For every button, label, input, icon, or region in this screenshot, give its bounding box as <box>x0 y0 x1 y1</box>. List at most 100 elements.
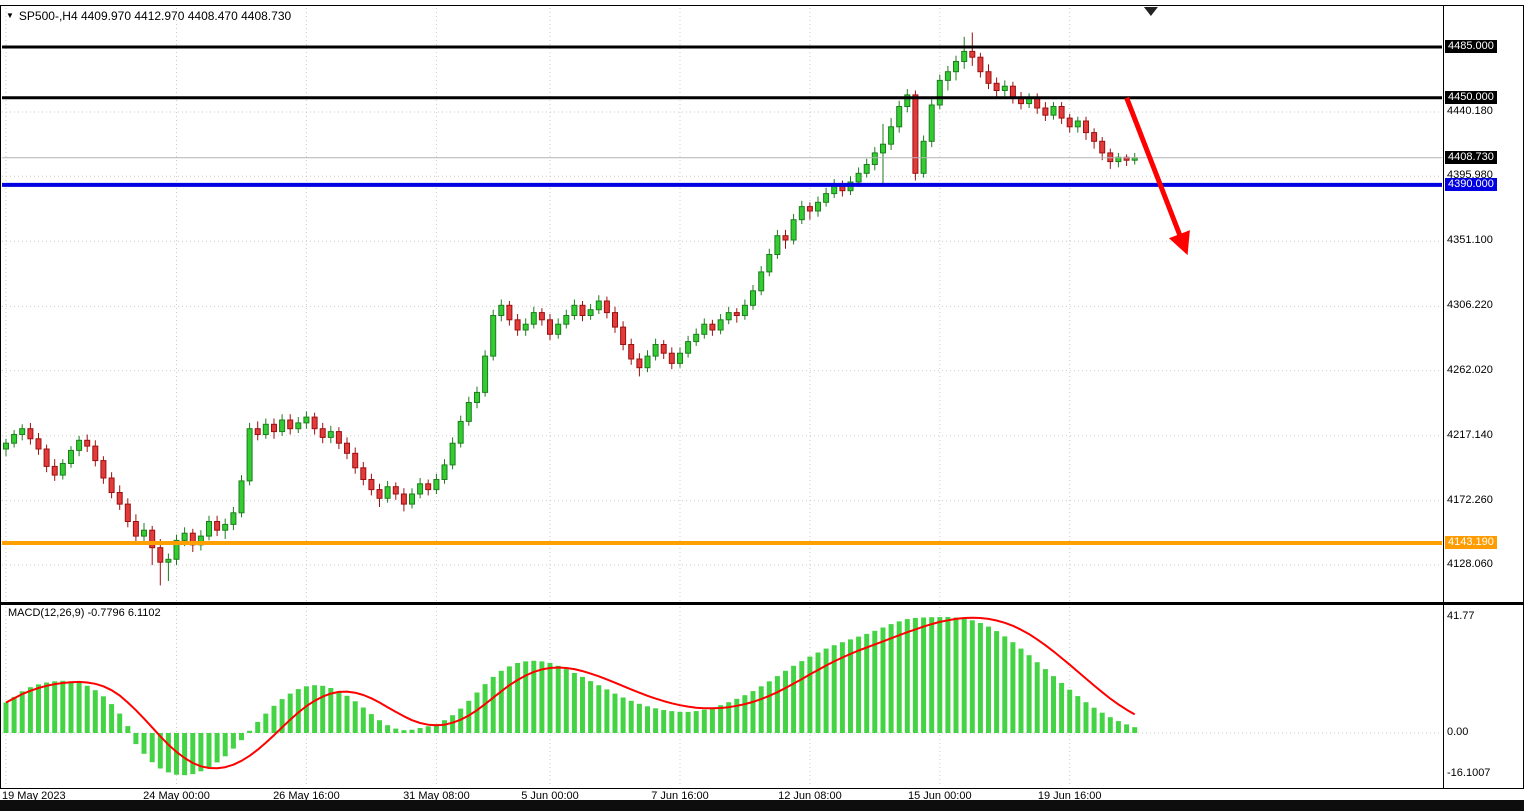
candle-body <box>636 358 643 369</box>
candle-body <box>685 341 692 354</box>
candle-body <box>855 172 862 183</box>
candle-body <box>538 312 545 321</box>
candle-body <box>717 319 724 331</box>
candle-body <box>750 290 756 306</box>
candle-body <box>969 50 976 58</box>
price-tick-label: 4217.140 <box>1447 428 1493 441</box>
price-tick-label: 4172.260 <box>1447 493 1493 506</box>
candle-body <box>555 323 562 335</box>
candle-body <box>465 402 472 422</box>
candle-body <box>482 355 489 393</box>
candle-body <box>76 439 83 451</box>
candle-body <box>563 315 570 325</box>
candle-body <box>165 558 172 563</box>
trend-arrow[interactable] <box>1124 96 1190 256</box>
candle-body <box>896 106 903 128</box>
candle-body <box>498 304 505 316</box>
price-level-badge: 4408.730 <box>1445 150 1497 164</box>
macd-tick-label: 0.00 <box>1447 726 1469 738</box>
candle-body <box>603 300 610 314</box>
candle-body <box>303 416 310 424</box>
macd-signal-line <box>5 616 1136 770</box>
price-tick-label: 4306.220 <box>1447 299 1493 312</box>
candle-body <box>409 493 415 505</box>
candle-body <box>1074 120 1081 128</box>
candle-body <box>709 323 716 331</box>
candle-body <box>774 235 781 255</box>
candle-body <box>1099 140 1106 154</box>
candle-body <box>262 423 269 435</box>
candle-body <box>84 439 91 447</box>
candle-body <box>319 428 326 438</box>
candle-body <box>181 532 188 541</box>
candle-body <box>19 428 26 436</box>
candle-body <box>400 493 407 505</box>
candle-body <box>1001 85 1008 91</box>
candle-body <box>360 467 367 480</box>
candle-body <box>595 300 602 311</box>
candle-body <box>644 355 651 369</box>
candle-body <box>1042 107 1049 116</box>
candle-body <box>68 449 74 464</box>
candle-body <box>433 479 440 491</box>
candle-body <box>173 539 180 560</box>
candle-body <box>417 483 424 495</box>
candle-body <box>547 319 553 335</box>
candle-body <box>701 323 708 335</box>
candle-body <box>51 465 58 476</box>
candle-body <box>141 529 147 537</box>
candle-body <box>888 126 895 145</box>
candle-body <box>43 448 50 467</box>
candle-body <box>985 71 992 84</box>
candle-body <box>1083 120 1089 134</box>
candle-body <box>912 94 919 174</box>
macd-indicator-label: MACD(12,26,9) -0.7796 6.1102 <box>8 607 161 619</box>
candle-body <box>279 419 286 433</box>
candle-body <box>977 56 984 73</box>
candle-body <box>490 315 497 357</box>
candle-body <box>376 489 383 499</box>
price-tick-label: 4440.180 <box>1447 105 1493 117</box>
price-level-badge: 4450.000 <box>1445 90 1497 104</box>
time-tick-label: 31 May 08:00 <box>403 790 470 802</box>
time-tick-label: 24 May 00:00 <box>143 790 210 802</box>
candle-body <box>59 463 66 476</box>
time-tick-label: 15 Jun 00:00 <box>907 790 972 802</box>
candle-body <box>222 523 229 531</box>
candle-body <box>953 61 959 73</box>
candle-body <box>287 419 294 430</box>
candles-layer <box>3 32 1138 586</box>
candle-body <box>693 333 700 343</box>
candle-body <box>766 254 773 273</box>
candle-body <box>3 442 9 450</box>
candle-body <box>871 152 878 165</box>
candle-body <box>733 312 740 317</box>
candle-body <box>815 201 821 212</box>
candle-body <box>806 206 813 212</box>
candle-body <box>628 344 635 360</box>
candle-body <box>295 422 302 430</box>
candle-body <box>449 442 456 466</box>
time-tick-label: 5 Jun 00:00 <box>521 790 579 802</box>
candle-body <box>108 477 115 493</box>
price-level-badge: 4143.190 <box>1445 536 1497 549</box>
macd-histogram <box>3 617 1138 776</box>
candle-body <box>335 431 342 444</box>
candle-body <box>11 434 18 444</box>
candle-body <box>928 104 935 142</box>
candle-body <box>238 480 245 514</box>
candle-body <box>530 312 537 325</box>
candle-body <box>327 431 334 438</box>
candle-body <box>652 344 659 357</box>
price-tick-label: 4351.100 <box>1447 234 1493 247</box>
symbol-dropdown-icon: ▼ <box>6 11 14 20</box>
object-marker-icon[interactable] <box>1143 7 1158 16</box>
candle-body <box>1034 97 1041 109</box>
candle-body <box>506 304 513 321</box>
candle-body <box>758 271 765 292</box>
candle-body <box>660 344 667 354</box>
candle-body <box>441 464 448 480</box>
